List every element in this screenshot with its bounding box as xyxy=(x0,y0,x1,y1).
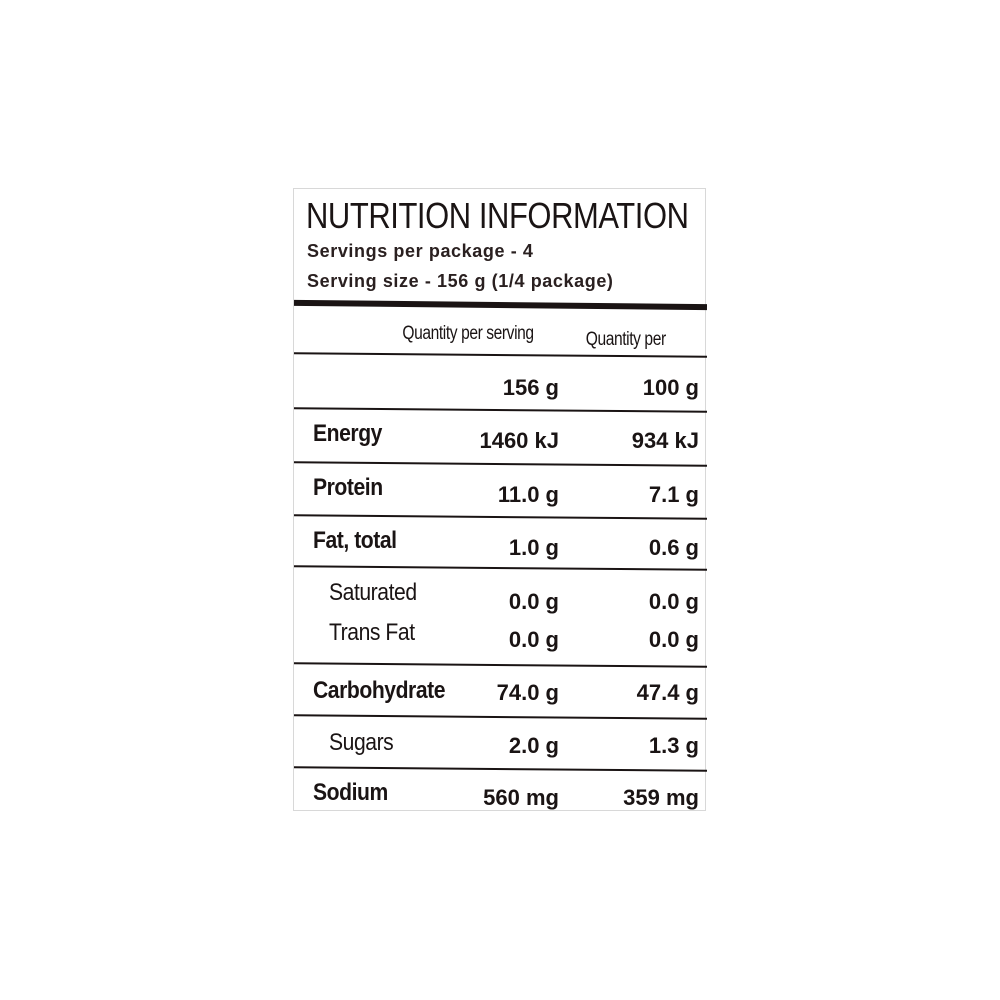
divider xyxy=(293,461,708,467)
value-per-serving: 560 mg xyxy=(483,785,559,810)
divider-thick xyxy=(293,299,708,311)
nutrient-label: Saturated xyxy=(329,579,417,606)
value-per-100: 0.6 g xyxy=(648,535,699,560)
label-title: NUTRITION INFORMATION xyxy=(306,195,689,236)
nutrition-label: NUTRITION INFORMATION Servings per packa… xyxy=(293,188,708,811)
value-per-serving: 11.0 g xyxy=(497,482,559,507)
value-per-100: 47.4 g xyxy=(636,680,699,705)
divider xyxy=(293,352,708,358)
divider xyxy=(293,662,708,668)
nutrient-row-protein: Protein 11.0 g 7.1 g xyxy=(294,474,707,514)
nutrient-row-energy: Energy 1460 kJ 934 kJ xyxy=(294,420,707,462)
nutrient-label: Energy xyxy=(313,420,382,447)
value-per-serving: 1.0 g xyxy=(508,535,559,560)
value-per-100: 359 mg xyxy=(623,785,699,810)
nutrient-row-sodium: Sodium 560 mg 359 mg xyxy=(294,779,707,819)
nutrient-label: Carbohydrate xyxy=(313,677,446,704)
divider xyxy=(293,514,708,520)
value-per-serving: 2.0 g xyxy=(508,733,559,758)
value-per-100: 934 kJ xyxy=(631,428,699,453)
nutrient-row-sugars: Sugars 2.0 g 1.3 g xyxy=(294,729,707,769)
value-per-100: 0.0 g xyxy=(648,627,699,652)
nutrient-label: Sugars xyxy=(329,729,394,756)
amount-row: 156 g 100 g xyxy=(294,375,707,415)
nutrient-label: Fat, total xyxy=(313,527,397,554)
value-per-serving: 0.0 g xyxy=(508,589,559,614)
serving-size: Serving size - 156 g (1/4 package) xyxy=(307,271,614,291)
column-header-per-serving: Quantity per serving xyxy=(402,323,534,344)
value-per-serving: 0.0 g xyxy=(508,627,559,652)
nutrient-row-carbohydrate: Carbohydrate 74.0 g 47.4 g xyxy=(294,677,707,717)
servings-per-package: Servings per package - 4 xyxy=(307,241,534,261)
nutrient-label: Sodium xyxy=(313,779,388,806)
value-per-100: 0.0 g xyxy=(648,589,699,614)
amount-per-100: 100 g xyxy=(642,375,699,400)
value-per-100: 1.3 g xyxy=(648,733,699,758)
nutrient-row-saturated: Saturated 0.0 g 0.0 g xyxy=(294,579,707,619)
nutrient-label: Trans Fat xyxy=(329,619,415,646)
amount-per-serving: 156 g xyxy=(502,375,559,400)
nutrient-row-fat-total: Fat, total 1.0 g 0.6 g xyxy=(294,527,707,567)
value-per-serving: 1460 kJ xyxy=(479,428,559,453)
column-header-per-100: Quantity per xyxy=(585,329,666,350)
value-per-serving: 74.0 g xyxy=(496,680,559,705)
value-per-100: 7.1 g xyxy=(648,482,699,507)
nutrient-label: Protein xyxy=(313,474,383,501)
nutrient-row-trans-fat: Trans Fat 0.0 g 0.0 g xyxy=(294,619,707,659)
